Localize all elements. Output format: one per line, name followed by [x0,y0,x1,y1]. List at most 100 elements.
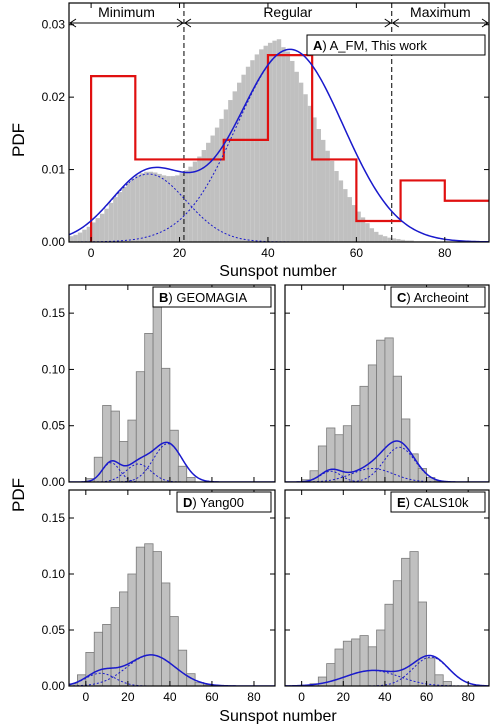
x-tick-label: 60 [350,246,364,260]
histogram-bar [396,239,401,242]
plot-frame [284,284,490,483]
y-tick-label: 0.05 [42,419,66,433]
histogram-bar [166,176,171,242]
histogram-bar [135,175,140,242]
x-tick-label: 40 [261,246,275,260]
legend-label: A) A_FM, This work [313,38,427,53]
histogram-bar [312,117,317,242]
histogram-bar [113,197,118,242]
histogram-bar [126,182,131,242]
histogram-bar [223,109,229,242]
histogram-bar [241,74,246,242]
histogram-bar [321,139,326,242]
histogram-bar [108,202,114,242]
histogram-bar [356,211,361,242]
histogram-bar [161,175,167,242]
histogram-bar [152,551,162,686]
histogram-bar [170,176,176,242]
histogram-bar [117,192,123,242]
histogram-bar [376,629,386,686]
histogram-bar [351,638,361,686]
legend-text: ) CALS10k [406,495,469,510]
histogram-bar [409,551,419,686]
histogram-bar [232,91,237,242]
histogram-bar [91,222,96,242]
histogram-bar [188,166,193,242]
histogram-bar [169,429,179,482]
histogram-bar [303,94,308,242]
legend-letter: E [397,495,406,510]
legend-label: B) GEOMAGIA [159,290,247,305]
x-tick-label: 40 [163,690,177,704]
region-label: Maximum [410,4,471,20]
histogram-bar [391,238,397,242]
legend-text: ) Yang00 [192,495,244,510]
plot-frame [68,284,276,483]
red-step-line [90,54,489,242]
x-tick-label: 80 [438,246,452,260]
x-axis-label-bottom: Sunspot number [219,708,337,724]
histogram-bar [351,205,357,242]
region-arrow-head [391,18,400,28]
histogram-bar [93,631,104,686]
legend-text: ) A_FM, This work [322,38,427,53]
histogram-bar [360,217,366,242]
legend-box [176,491,272,513]
histogram-bar [294,71,299,242]
plot-area-e [285,551,489,686]
histogram-bar [392,375,402,482]
histogram-bar [102,405,112,482]
y-tick-label: 0.00 [42,235,66,249]
histogram-bar [290,60,295,242]
legend-label: D) Yang00 [183,495,244,510]
x-tick-label: 20 [337,690,351,704]
histogram-bar [69,236,74,242]
x-tick-label: 60 [205,690,219,704]
panel-c: C) Archeoint [284,284,490,483]
histogram-bar [298,82,304,242]
legend-letter: D [183,495,192,510]
histogram-bar [127,419,137,482]
histogram-bar [272,40,277,242]
legend-letter: A [313,38,323,53]
histogram-bar [177,649,188,686]
histogram-bar [325,150,330,242]
histogram-bar [186,477,196,482]
histogram-bar [102,624,112,686]
panel-e: 0 20 40 60 80 E) CALS10k [284,489,490,704]
histogram-bar [342,640,353,686]
legend-text: ) GEOMAGIA [168,290,247,305]
histogram-bar [183,170,189,242]
histogram-bar [281,47,286,242]
histogram-bar [144,543,154,686]
histogram-bar [365,223,370,242]
histogram-bar [267,42,273,242]
histogram-bar [307,105,313,242]
y-tick-label: 0.00 [42,475,66,489]
plot-frame [284,489,490,687]
x-tick-label: 80 [247,690,261,704]
total-fit-curve [285,654,489,686]
legend-letter: C [397,290,407,305]
histogram-bar [343,189,348,242]
histogram-bar [316,129,321,242]
x-tick-label: 40 [378,690,392,704]
histogram-bar [210,135,215,242]
region-arrow-head [384,18,392,28]
histogram-bar [77,232,83,242]
histogram-bar [250,60,255,242]
histogram-bar [409,453,419,482]
histogram-bar [228,100,233,242]
histogram-bar [285,51,291,242]
histogram-bar [237,82,242,242]
y-tick-label: 0.00 [42,679,66,693]
y-tick-label: 0.15 [42,306,66,320]
plot-area-b [69,301,275,482]
histogram-bar [99,213,105,242]
histogram-bar [359,635,369,686]
x-tick-label: 80 [462,690,476,704]
legend-box [390,286,486,308]
legend-letter: B [159,290,168,305]
histogram-bar [127,573,137,686]
histogram-bar [192,161,198,242]
